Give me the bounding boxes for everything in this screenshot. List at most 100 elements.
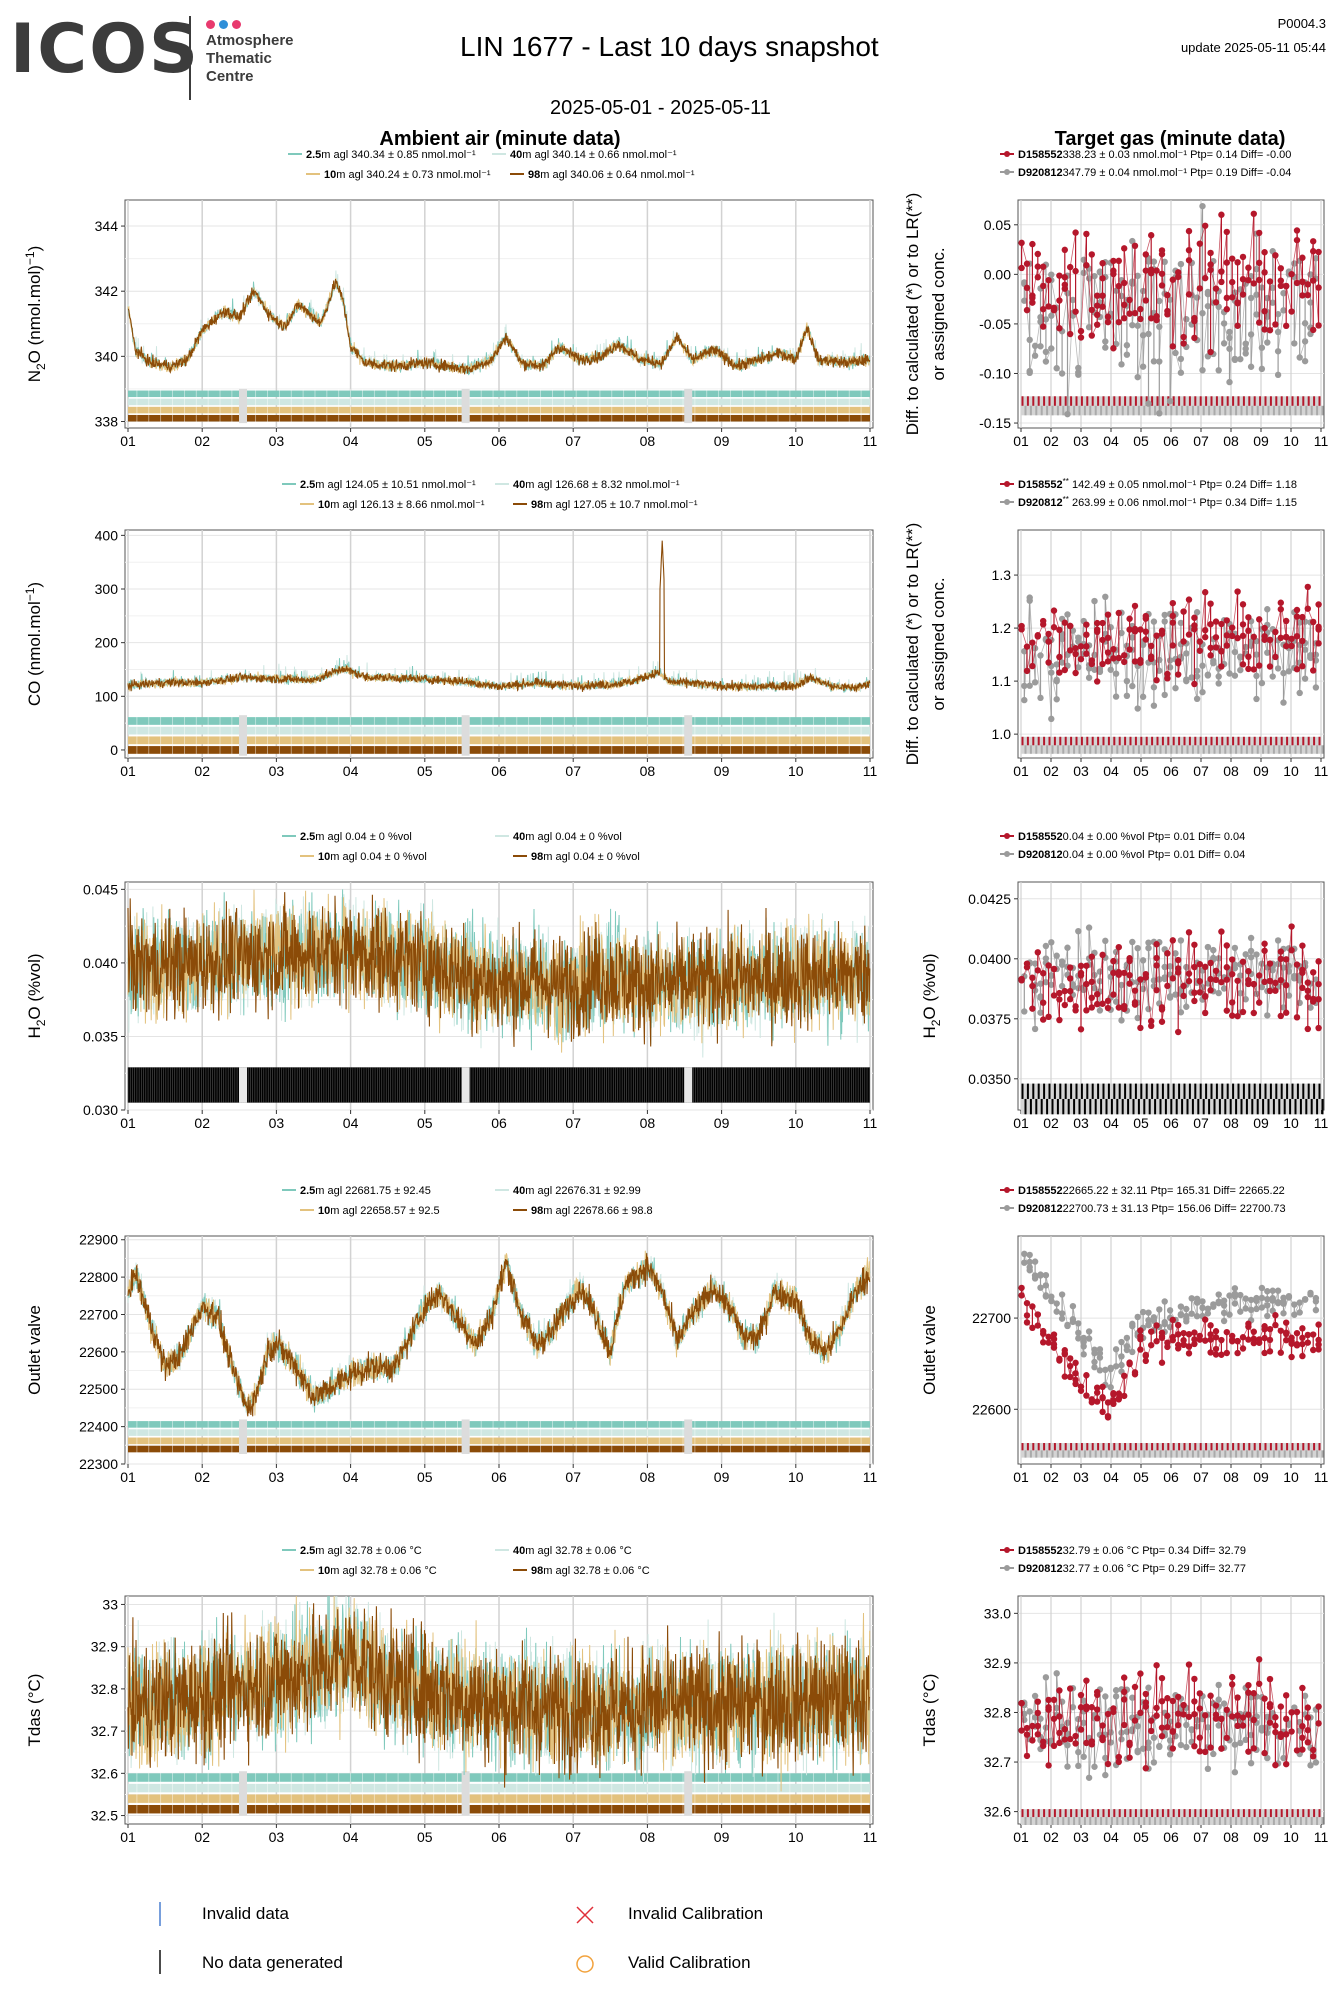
target-y-tick-label: 0.00 [984, 266, 1011, 282]
ambient-x-tick-label: 07 [565, 1469, 581, 1485]
target-point [1191, 997, 1198, 1005]
target-point [1288, 923, 1295, 930]
target-point [1315, 1336, 1322, 1344]
target-point [1180, 333, 1187, 341]
target-point [1269, 284, 1276, 292]
target-point [1080, 1697, 1087, 1704]
target-point [1177, 1009, 1185, 1016]
target-point [1169, 1697, 1177, 1705]
target-x-tick-label: 09 [1253, 1469, 1269, 1485]
ambient-x-tick-label: 03 [269, 1469, 285, 1485]
target-point [1291, 1301, 1298, 1308]
target-connector [1064, 1350, 1071, 1378]
target-point [1310, 277, 1317, 284]
target-point [1153, 1322, 1160, 1329]
target-point [1123, 1343, 1131, 1350]
target-point [1115, 282, 1123, 290]
target-point [1258, 679, 1266, 687]
target-point [1223, 228, 1231, 236]
target-point [1223, 1734, 1231, 1742]
target-point [1175, 1710, 1182, 1717]
ambient-flags-co [128, 715, 870, 756]
target-y-tick-label: 0.0400 [968, 951, 1011, 967]
target-panel-outlet: D15855222665.22 ± 32.11 Ptp= 165.31 Diff… [920, 1185, 1328, 1485]
series-legend-2.5m-text: 2.5m agl 22681.75 ± 92.45 [300, 1185, 431, 1197]
series-legend-40m: 40m agl 22676.31 ± 92.99 [495, 1185, 641, 1197]
target-point [1247, 294, 1255, 302]
target-point [1072, 1376, 1079, 1384]
target-point [1247, 954, 1255, 961]
target-point [1212, 1702, 1220, 1709]
target-connector [1215, 931, 1222, 980]
target-legend-D920812: D9208120.04 ± 0.00 %vol Ptp= 0.01 Diff= … [1000, 849, 1245, 861]
target-point [1099, 1722, 1106, 1729]
target-point [1223, 306, 1231, 313]
target-y-tick-label: -0.10 [979, 365, 1011, 381]
ambient-y-tick-label: 342 [95, 283, 119, 299]
target-legend-D158552-text: D15855232.79 ± 0.06 °C Ptp= 0.34 Diff= 3… [1018, 1545, 1246, 1557]
target-x-tick-label: 08 [1223, 1469, 1239, 1485]
target-y-tick-label: -0.05 [979, 316, 1011, 332]
target-point [1226, 670, 1233, 677]
ambient-x-tick-label: 01 [120, 1829, 136, 1845]
target-connector [1210, 269, 1217, 289]
target-x-tick-label: 09 [1253, 433, 1269, 449]
target-x-tick-label: 10 [1283, 433, 1299, 449]
target-point [1226, 328, 1233, 336]
target-point [1212, 644, 1220, 651]
flag-gap [684, 1771, 693, 1816]
target-point [1123, 342, 1131, 349]
target-point [1180, 638, 1187, 645]
target-point [1207, 644, 1214, 651]
target-connector [1091, 631, 1098, 661]
target-point [1169, 1336, 1177, 1344]
target-point [1234, 259, 1241, 266]
target-point [1096, 1007, 1104, 1014]
target-connector [1302, 945, 1309, 983]
target-point [1229, 970, 1236, 978]
target-point [1145, 1684, 1152, 1691]
target-point [1231, 1769, 1239, 1776]
ambient-x-tick-label: 08 [640, 1829, 656, 1845]
target-point [1310, 1746, 1317, 1754]
target-legend-marker [1004, 1205, 1010, 1211]
target-point [1196, 1690, 1204, 1697]
target-point [1299, 966, 1306, 974]
target-point [1266, 960, 1274, 967]
target-point [1285, 1721, 1293, 1729]
target-point [1121, 314, 1128, 322]
target-point [1239, 621, 1247, 628]
target-point [1050, 304, 1058, 312]
target-point [1023, 643, 1031, 650]
target-point [1115, 1753, 1123, 1761]
target-x-tick-label: 02 [1043, 763, 1059, 779]
target-point [1040, 970, 1047, 977]
target-connector [1269, 1679, 1276, 1718]
target-point [1061, 987, 1069, 995]
target-point [1040, 999, 1047, 1006]
target-point [1045, 1704, 1052, 1711]
target-legend-D920812-text: D9208120.04 ± 0.00 %vol Ptp= 0.01 Diff= … [1018, 849, 1245, 861]
target-connector [1285, 285, 1292, 312]
target-point [1315, 980, 1322, 988]
target-point [1202, 993, 1209, 1000]
target-y-tick-label: 1.2 [992, 620, 1012, 636]
target-connector [1102, 639, 1109, 662]
target-point [1058, 370, 1066, 377]
target-point [1245, 1748, 1252, 1755]
target-point [1083, 631, 1090, 638]
ambient-flags-h2o [127, 1067, 870, 1103]
ambient-y-axis-label: Tdas (°C) [25, 1674, 44, 1747]
target-point [1145, 1005, 1152, 1013]
target-x-tick-label: 08 [1223, 1115, 1239, 1131]
target-x-tick-label: 08 [1223, 1829, 1239, 1845]
target-connector [1061, 1294, 1068, 1325]
target-point [1048, 271, 1055, 278]
target-point [1191, 1329, 1198, 1336]
target-connector [1107, 614, 1114, 650]
target-point [1161, 691, 1168, 699]
ambient-y-tick-label: 32.6 [91, 1765, 118, 1781]
target-point [1056, 996, 1063, 1003]
target-point [1023, 1299, 1031, 1307]
ambient-x-tick-label: 10 [788, 433, 804, 449]
